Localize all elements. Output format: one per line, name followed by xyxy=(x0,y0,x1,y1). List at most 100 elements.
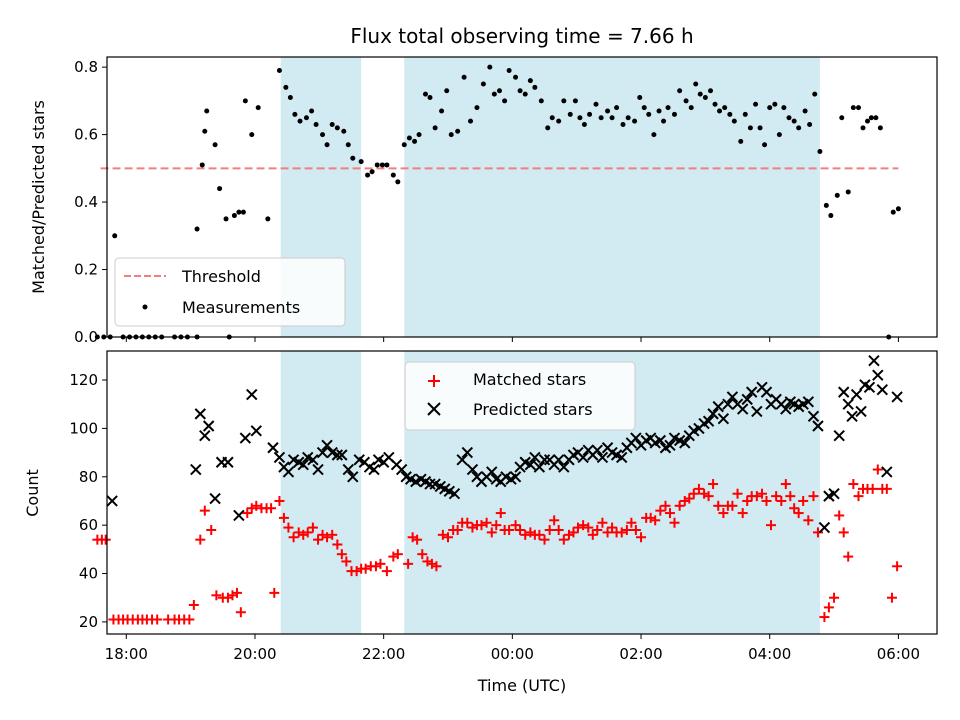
x-tick-label: 18:00 xyxy=(105,645,148,663)
predicted-star-point xyxy=(250,425,262,437)
matched-star-point xyxy=(812,527,823,538)
measurement-point xyxy=(683,98,689,104)
measurement-point xyxy=(439,108,445,114)
measurement-point xyxy=(496,88,502,94)
legend-predicted-swatch xyxy=(427,402,441,416)
predicted-star-point xyxy=(780,403,792,415)
matched-star-point xyxy=(452,524,463,535)
measurement-point xyxy=(767,105,773,111)
predicted-star-point xyxy=(850,388,863,401)
measurement-point xyxy=(865,118,871,124)
matched-star-point xyxy=(607,522,618,533)
legend-predicted-label: Predicted stars xyxy=(473,400,593,419)
measurement-point xyxy=(309,108,315,114)
predicted-star-point xyxy=(751,405,763,418)
matched-star-point xyxy=(583,522,594,533)
measurement-point xyxy=(567,111,573,117)
measurement-point xyxy=(786,115,792,121)
predicted-star-point xyxy=(524,458,537,471)
predicted-star-point xyxy=(312,463,324,476)
measurement-point xyxy=(812,91,818,97)
matched-star-point xyxy=(626,517,637,528)
measurement-point xyxy=(839,115,845,121)
matched-star-point xyxy=(231,587,242,598)
measurement-point xyxy=(791,118,797,124)
matched-star-point xyxy=(341,556,352,567)
matched-star-point xyxy=(443,532,454,543)
matched-star-point xyxy=(381,566,392,577)
panel-ratio: 0.00.20.40.60.8 Matched/Predicted stars … xyxy=(29,56,938,346)
measurement-point xyxy=(665,105,671,111)
matched-star-point xyxy=(553,524,564,535)
matched-star-point xyxy=(853,491,864,502)
measurement-point xyxy=(753,101,759,107)
legend-measurements-label: Measurements xyxy=(182,298,300,317)
measurement-point xyxy=(747,125,753,131)
bottom-y-tick-label: 100 xyxy=(69,419,98,437)
matched-star-point xyxy=(211,590,222,601)
predicted-star-point xyxy=(342,463,354,476)
predicted-star-point xyxy=(395,463,408,476)
measurement-point xyxy=(334,125,340,131)
matched-star-point xyxy=(392,549,403,560)
measurement-point xyxy=(873,115,879,121)
predicted-star-point xyxy=(596,451,609,464)
matched-star-point xyxy=(360,563,371,574)
matched-star-point xyxy=(195,534,206,545)
matched-star-point xyxy=(727,500,738,511)
measurement-point xyxy=(708,88,714,94)
measurement-point xyxy=(297,118,303,124)
matched-star-point xyxy=(283,522,294,533)
matched-star-point xyxy=(375,558,386,569)
measurement-point xyxy=(727,111,733,117)
matched-star-point xyxy=(549,515,560,526)
measurement-point xyxy=(480,81,486,87)
matched-star-point xyxy=(269,587,280,598)
matched-star-point xyxy=(886,592,897,603)
top-legend: Threshold Measurements xyxy=(114,257,346,327)
measurement-point xyxy=(112,233,118,239)
measurement-point xyxy=(223,216,229,222)
measurement-point xyxy=(807,121,813,127)
matched-star-point xyxy=(793,508,804,519)
predicted-star-point xyxy=(868,354,880,367)
measurement-point xyxy=(656,108,662,114)
matched-star-point xyxy=(307,522,318,533)
matched-star-point xyxy=(199,505,210,516)
bottom-y-axis-label: Count xyxy=(23,469,42,517)
measurement-point xyxy=(828,213,834,219)
measurement-point xyxy=(671,111,677,117)
matched-star-point xyxy=(838,527,849,538)
predicted-star-point xyxy=(194,408,207,420)
top-plot-frame xyxy=(106,56,938,338)
measurement-point xyxy=(444,88,450,94)
measurement-point xyxy=(491,91,497,97)
predicted-star-point xyxy=(863,381,876,393)
predicted-star-point xyxy=(702,415,715,427)
measurement-point xyxy=(474,105,480,111)
predicted-star-point xyxy=(486,466,498,478)
measurement-point xyxy=(461,74,467,80)
measurement-point xyxy=(868,115,874,121)
predicted-star-point xyxy=(828,488,840,500)
measurement-point xyxy=(776,132,782,138)
measurement-point xyxy=(369,169,375,175)
matched-star-point xyxy=(737,508,748,519)
top-y-axis-label: Matched/Predicted stars xyxy=(29,100,48,294)
measurement-point xyxy=(688,105,694,111)
matched-star-point xyxy=(274,495,285,506)
matched-star-point xyxy=(572,522,583,533)
top-y-tick-label: 0.6 xyxy=(74,126,98,144)
predicted-star-point xyxy=(267,442,279,454)
matched-star-point xyxy=(776,495,787,506)
matched-star-point xyxy=(597,517,608,528)
measurement-point xyxy=(637,94,643,100)
measurement-point xyxy=(379,162,385,168)
matched-star-point xyxy=(476,520,487,531)
matched-star-point xyxy=(568,527,579,538)
measurement-point xyxy=(856,105,862,111)
predicted-star-point xyxy=(246,388,258,401)
x-tick-label: 02:00 xyxy=(619,645,662,663)
matched-star-point xyxy=(417,549,428,560)
measurement-point xyxy=(506,67,512,73)
